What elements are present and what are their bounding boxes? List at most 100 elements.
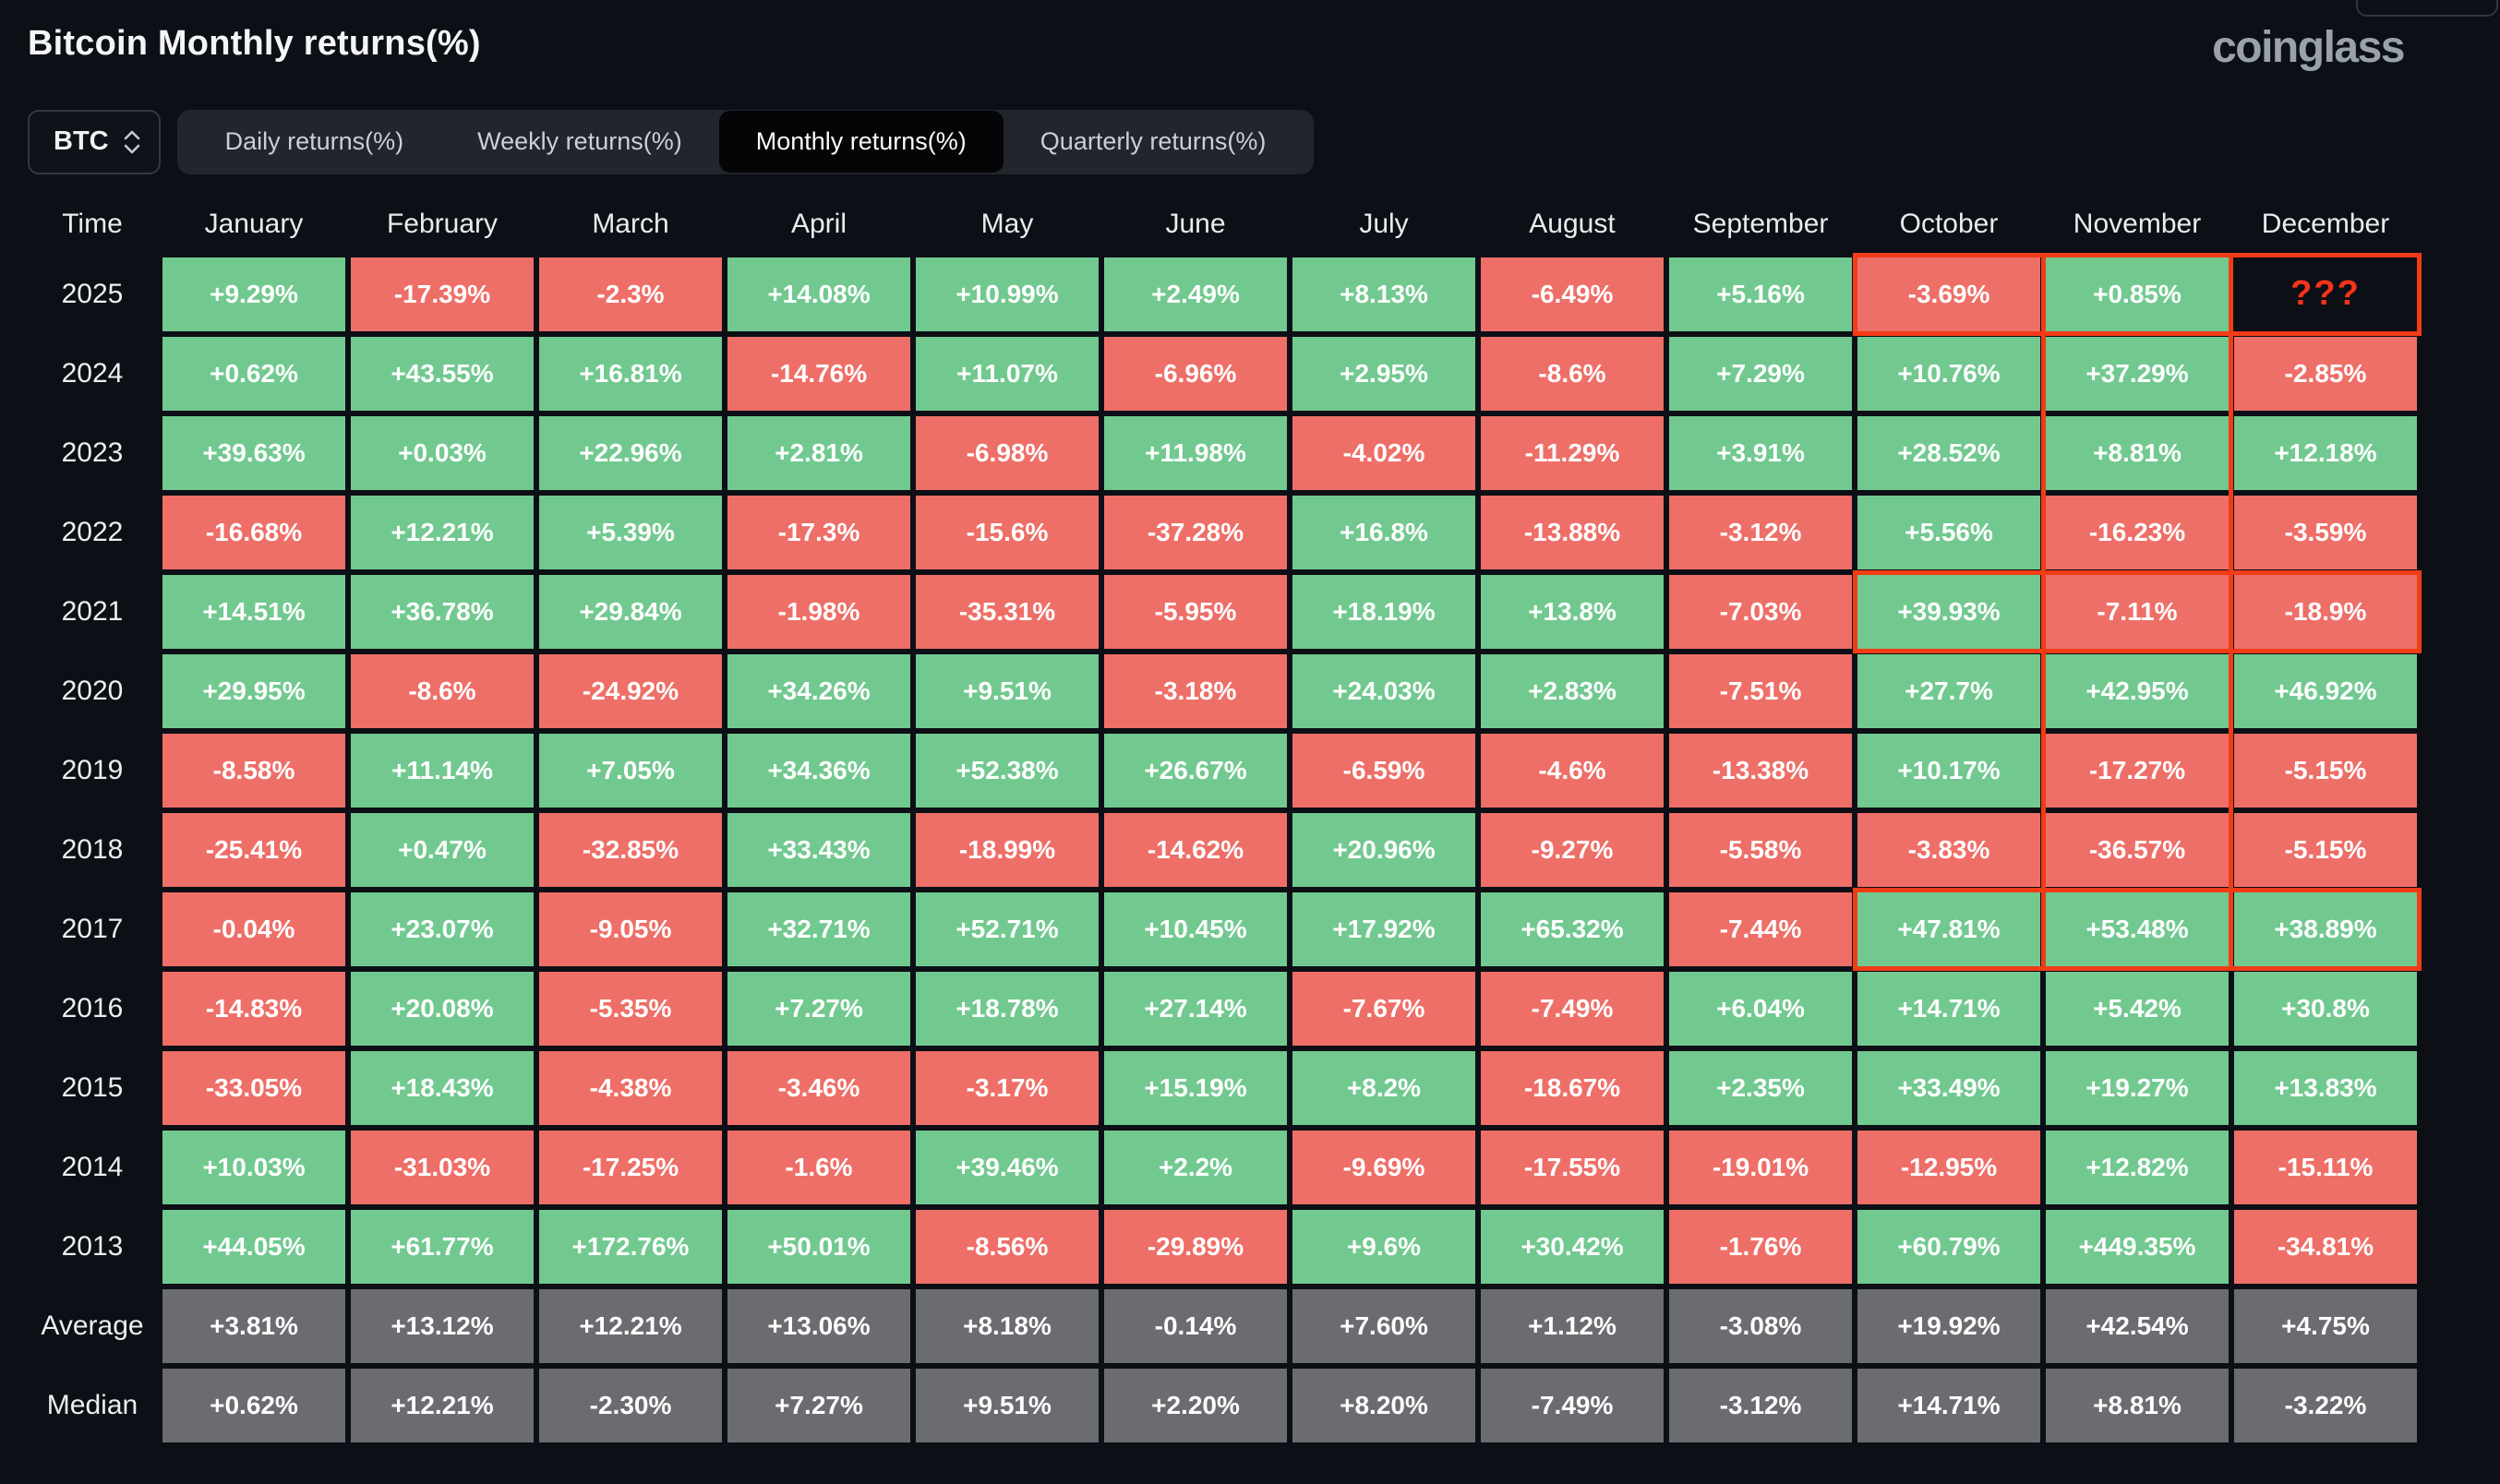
return-cell: -36.57% <box>2046 812 2229 887</box>
tab-daily-returns[interactable]: Daily returns(%) <box>224 127 404 156</box>
tab-weekly-returns[interactable]: Weekly returns(%) <box>477 127 682 156</box>
return-cell: -16.68% <box>162 495 345 569</box>
return-cell: +449.35% <box>2046 1209 2229 1284</box>
return-cell: +61.77% <box>351 1209 534 1284</box>
summary-label-median: Median <box>46 1389 138 1420</box>
return-cell: -15.6% <box>916 495 1099 569</box>
return-cell: +7.27% <box>727 971 910 1046</box>
return-cell: +16.8% <box>1292 495 1475 569</box>
return-cell: +4.75% <box>2234 1288 2417 1363</box>
return-cell: +53.48% <box>2046 892 2229 966</box>
return-cell: +47.81% <box>1857 892 2040 966</box>
return-cell: -5.58% <box>1669 812 1852 887</box>
return-cell: -3.69% <box>1857 257 2040 331</box>
year-label-2019: 2019 <box>61 754 124 785</box>
return-cell: -7.49% <box>1481 1368 1664 1442</box>
return-cell: -35.31% <box>916 574 1099 649</box>
return-cell: -2.30% <box>539 1368 722 1442</box>
month-header-june: June <box>1165 208 1226 239</box>
return-cell: -33.05% <box>162 1050 345 1125</box>
return-cell: -14.76% <box>727 336 910 411</box>
return-cell: +10.99% <box>916 257 1099 331</box>
return-cell: -7.44% <box>1669 892 1852 966</box>
asset-selector-value: BTC <box>54 126 109 157</box>
return-cell: +7.05% <box>539 733 722 808</box>
return-cell: -6.49% <box>1481 257 1664 331</box>
return-cell: +18.19% <box>1292 574 1475 649</box>
return-cell: +52.71% <box>916 892 1099 966</box>
return-cell: +9.6% <box>1292 1209 1475 1284</box>
return-cell: +10.45% <box>1104 892 1287 966</box>
return-cell: -1.6% <box>727 1130 910 1204</box>
month-header-february: February <box>386 208 499 239</box>
asset-selector[interactable]: BTC <box>28 109 161 174</box>
return-cell: +8.81% <box>2046 415 2229 490</box>
return-cell: +42.54% <box>2046 1288 2229 1363</box>
return-cell: -5.35% <box>539 971 722 1046</box>
return-cell: -19.01% <box>1669 1130 1852 1204</box>
return-cell: +5.39% <box>539 495 722 569</box>
month-header-may: May <box>980 208 1034 239</box>
return-cell: -6.59% <box>1292 733 1475 808</box>
return-cell: -9.05% <box>539 892 722 966</box>
return-cell: -5.15% <box>2234 812 2417 887</box>
return-cell: +12.21% <box>539 1288 722 1363</box>
return-cell: -3.83% <box>1857 812 2040 887</box>
return-cell: +0.85% <box>2046 257 2229 331</box>
return-cell: -2.3% <box>539 257 722 331</box>
return-cell: +15.19% <box>1104 1050 1287 1125</box>
return-cell: +44.05% <box>162 1209 345 1284</box>
return-cell: -4.38% <box>539 1050 722 1125</box>
return-cell: +8.81% <box>2046 1368 2229 1442</box>
return-cell: +3.91% <box>1669 415 1852 490</box>
tab-monthly-returns[interactable]: Monthly returns(%) <box>718 111 1004 174</box>
return-cell: +2.20% <box>1104 1368 1287 1442</box>
return-cell: +0.03% <box>351 415 534 490</box>
year-label-2016: 2016 <box>61 992 124 1023</box>
return-cell: +26.67% <box>1104 733 1287 808</box>
month-header-august: August <box>1529 208 1616 239</box>
return-cell: +2.49% <box>1104 257 1287 331</box>
return-cell: -37.28% <box>1104 495 1287 569</box>
year-label-2024: 2024 <box>61 357 124 389</box>
return-cell: -13.38% <box>1669 733 1852 808</box>
return-cell: +23.07% <box>351 892 534 966</box>
return-cell: -14.62% <box>1104 812 1287 887</box>
return-cell: -18.9% <box>2234 574 2417 649</box>
cropped-corner-element <box>2356 0 2498 17</box>
return-cell: -34.81% <box>2234 1209 2417 1284</box>
return-cell: +172.76% <box>539 1209 722 1284</box>
coinglass-logo: coinglass <box>2212 23 2405 72</box>
return-cell: +12.82% <box>2046 1130 2229 1204</box>
return-cell: +2.83% <box>1481 653 1664 728</box>
return-cell: +10.03% <box>162 1130 345 1204</box>
year-label-2018: 2018 <box>61 833 124 865</box>
return-cell: -29.89% <box>1104 1209 1287 1284</box>
page-title: Bitcoin Monthly returns(%) <box>28 24 481 63</box>
return-cell: +29.84% <box>539 574 722 649</box>
return-cell: -7.51% <box>1669 653 1852 728</box>
summary-label-average: Average <box>41 1310 144 1341</box>
return-cell: +18.43% <box>351 1050 534 1125</box>
return-cell: +13.06% <box>727 1288 910 1363</box>
return-cell: +46.92% <box>2234 653 2417 728</box>
return-cell: +14.71% <box>1857 971 2040 1046</box>
month-header-september: September <box>1692 208 1829 239</box>
return-cell: -17.39% <box>351 257 534 331</box>
return-cell: -8.6% <box>1481 336 1664 411</box>
tab-quarterly-returns[interactable]: Quarterly returns(%) <box>1040 127 1267 156</box>
return-cell: -9.27% <box>1481 812 1664 887</box>
return-cell: +42.95% <box>2046 653 2229 728</box>
time-column-header: Time <box>62 208 123 239</box>
return-cell: -7.49% <box>1481 971 1664 1046</box>
return-cell: -17.27% <box>2046 733 2229 808</box>
return-cell: +38.89% <box>2234 892 2417 966</box>
year-label-2020: 2020 <box>61 675 124 706</box>
return-cell: -9.69% <box>1292 1130 1475 1204</box>
return-cell: +22.96% <box>539 415 722 490</box>
return-cell: +8.20% <box>1292 1368 1475 1442</box>
return-cell: -6.98% <box>916 415 1099 490</box>
year-label-2022: 2022 <box>61 516 124 547</box>
return-cell: -25.41% <box>162 812 345 887</box>
return-cell: +7.29% <box>1669 336 1852 411</box>
